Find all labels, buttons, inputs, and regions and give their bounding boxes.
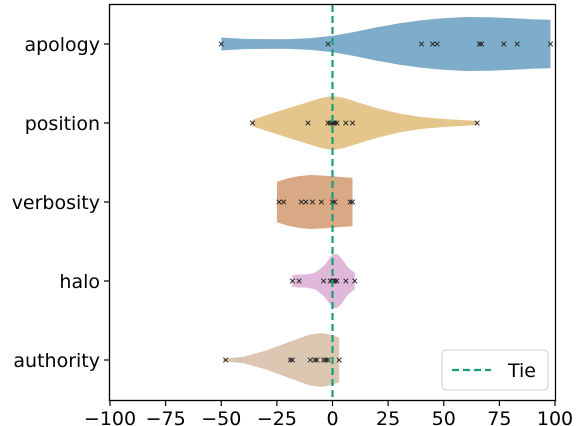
x-tick-label: 75	[487, 408, 511, 426]
x-tick-label: −100	[84, 408, 136, 426]
violin-layer	[221, 17, 551, 387]
point-marker-verbosity	[349, 199, 356, 205]
point-marker-halo	[343, 278, 349, 284]
point-marker-position	[305, 120, 311, 126]
legend: Tie	[441, 349, 549, 391]
point-marker-position	[334, 120, 340, 126]
point-marker-apology	[478, 41, 485, 47]
point-marker-authority	[323, 357, 329, 363]
point-marker-verbosity	[347, 199, 353, 205]
point-marker-position	[349, 120, 356, 126]
x-tick-label: −25	[257, 408, 297, 426]
violin-authority	[223, 333, 340, 387]
point-marker-authority	[307, 357, 313, 363]
y-axis: apology position verbosity halo authority	[12, 34, 110, 372]
point-marker-position	[329, 120, 336, 126]
x-tick-label: −50	[201, 408, 241, 426]
legend-box	[441, 349, 549, 391]
point-marker-apology	[501, 41, 507, 47]
point-marker-authority	[325, 357, 331, 363]
point-marker-verbosity	[298, 199, 305, 205]
point-marker-verbosity	[309, 199, 316, 205]
point-marker-position	[249, 120, 256, 126]
point-marker-authority	[314, 357, 320, 363]
point-marker-halo	[296, 278, 302, 284]
point-marker-apology	[429, 41, 436, 47]
point-marker-apology	[325, 41, 331, 47]
point-marker-verbosity	[318, 199, 325, 205]
point-marker-verbosity	[303, 199, 309, 205]
point-marker-apology	[476, 41, 483, 47]
point-marker-apology	[218, 41, 224, 47]
point-marker-halo	[289, 278, 296, 284]
y-tick-label: halo	[59, 271, 100, 293]
point-marker-halo	[352, 278, 358, 284]
point-marker-authority	[320, 357, 327, 363]
point-marker-position	[325, 120, 331, 126]
y-tick-label: authority	[13, 350, 100, 372]
violin-verbosity	[276, 175, 353, 229]
point-marker-authority	[223, 357, 229, 363]
legend-tie-label: Tie	[507, 360, 536, 382]
point-marker-apology	[418, 41, 425, 47]
violin-apology	[221, 17, 551, 71]
point-marker-apology	[514, 41, 520, 47]
point-marker-position	[343, 120, 349, 126]
y-tick-label: position	[25, 113, 100, 135]
y-tick-label: apology	[24, 34, 100, 56]
x-tick-label: 50	[432, 408, 456, 426]
point-layer	[218, 41, 554, 363]
x-axis: −100 −75 −50 −25 0 25 50 75 100	[84, 400, 573, 426]
x-tick-label: 25	[376, 408, 400, 426]
point-marker-verbosity	[280, 199, 287, 205]
point-marker-halo	[334, 278, 340, 284]
point-marker-verbosity	[329, 199, 336, 205]
point-marker-verbosity	[276, 199, 282, 205]
point-marker-authority	[287, 357, 293, 363]
violin-position	[252, 96, 478, 150]
point-marker-apology	[434, 41, 440, 47]
point-marker-halo	[320, 278, 327, 284]
point-marker-position	[474, 120, 480, 126]
y-tick-label: verbosity	[12, 192, 100, 214]
x-tick-label: 100	[537, 408, 573, 426]
point-marker-authority	[312, 357, 318, 363]
x-tick-label: 0	[326, 408, 338, 426]
point-marker-authority	[289, 357, 296, 363]
x-tick-label: −75	[146, 408, 186, 426]
point-marker-authority	[336, 357, 342, 363]
point-marker-apology	[547, 41, 554, 47]
